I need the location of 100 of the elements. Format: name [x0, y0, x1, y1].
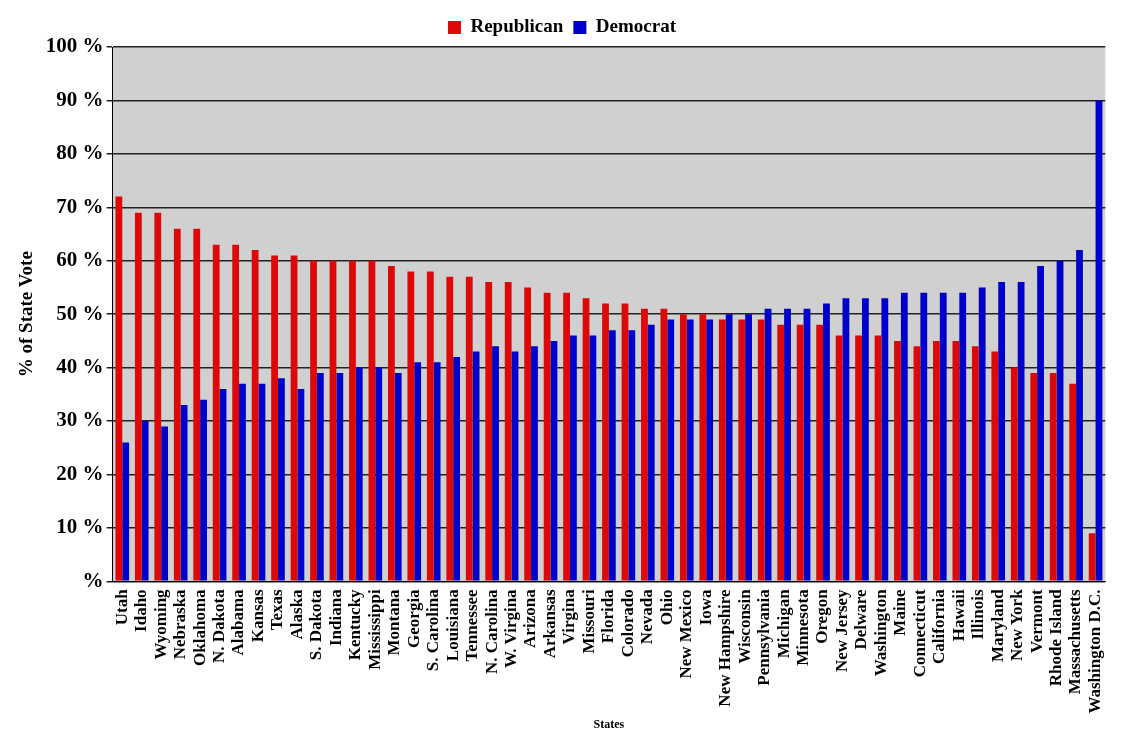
x-tick-label: Indiana	[325, 588, 345, 647]
x-tick-label: Vermont	[1026, 589, 1046, 653]
bar	[602, 303, 609, 581]
bar	[134, 212, 142, 581]
bar	[608, 330, 616, 581]
bar	[426, 271, 434, 581]
bar	[239, 383, 246, 581]
x-tick-label: California	[929, 588, 949, 664]
x-tick-label: Washington D.C.	[1084, 589, 1104, 714]
x-tick-label: S. Dakota	[306, 588, 326, 661]
x-tick-label: Georgia	[403, 588, 423, 648]
bar	[232, 244, 240, 581]
x-tick-label: Pennsylvania	[754, 588, 774, 686]
bar	[641, 308, 648, 581]
x-tick-label: Massachusetts	[1065, 589, 1085, 695]
y-tick-label: 40 %	[56, 354, 104, 379]
bar	[355, 367, 363, 581]
bar	[433, 362, 441, 581]
x-tick-label: Nebraska	[170, 588, 190, 660]
x-tick-label: Texas	[267, 589, 287, 631]
bar	[492, 346, 499, 581]
bar	[835, 335, 843, 581]
bar	[407, 271, 415, 581]
bar	[154, 212, 162, 581]
bar	[200, 399, 207, 581]
bar	[894, 340, 901, 581]
x-tick-label: Rhode Island	[1046, 588, 1066, 687]
legend-label: Republican	[470, 15, 564, 37]
x-tick-label: Kansas	[247, 589, 267, 643]
bar	[531, 346, 538, 581]
bar	[297, 389, 305, 581]
bar	[1088, 533, 1096, 581]
y-tick-label: 30 %	[56, 407, 104, 432]
bar	[952, 340, 960, 581]
bar	[823, 303, 830, 581]
x-tick-label: Ohio	[656, 589, 676, 626]
x-tick-label: Illinois	[968, 589, 988, 640]
bar	[271, 255, 279, 581]
bar	[589, 335, 597, 581]
bar	[959, 292, 967, 581]
bar	[855, 335, 862, 581]
bar	[1037, 266, 1044, 581]
bar	[173, 228, 181, 581]
bar	[900, 292, 908, 581]
bar	[939, 292, 947, 581]
x-tick-label: Utah	[111, 588, 131, 626]
x-tick-label: Alabama	[228, 588, 248, 656]
bar	[718, 319, 726, 581]
bar	[1010, 367, 1018, 581]
bar	[414, 362, 422, 581]
x-tick-label: New Jersey	[831, 588, 851, 672]
x-tick-label: Arizona	[520, 588, 540, 648]
x-tick-label: New York	[1007, 588, 1027, 661]
x-tick-label: Nevada	[637, 588, 657, 645]
bar	[212, 244, 220, 581]
bar	[738, 319, 746, 581]
bar	[122, 442, 130, 581]
bar	[920, 292, 928, 581]
bar	[933, 340, 940, 581]
bar	[453, 356, 461, 581]
x-tick-label: N. Dakota	[209, 588, 228, 664]
x-tick-label: Minnesota	[792, 588, 812, 666]
bar	[141, 421, 149, 581]
bar	[1030, 372, 1038, 581]
y-tick-label: 10 %	[56, 514, 104, 539]
bar	[485, 282, 493, 581]
x-tick-label: Colorado	[617, 589, 637, 658]
legend-label: Democrat	[595, 15, 677, 37]
y-tick-label: 70 %	[56, 193, 104, 218]
x-tick-label: Alaska	[286, 588, 306, 640]
x-tick-label: Wisconsin	[734, 588, 754, 664]
x-tick-label: Mississippi	[364, 589, 384, 670]
bar	[569, 335, 577, 581]
bar	[796, 324, 804, 581]
x-tick-label: New Mexico	[676, 589, 696, 679]
bar	[465, 276, 473, 581]
x-tick-label: Virgina	[559, 588, 579, 645]
x-tick-label: New Hampshire	[715, 588, 735, 707]
bar	[784, 308, 791, 581]
bar	[524, 287, 532, 581]
x-tick-label: Louisiana	[442, 588, 462, 662]
bar	[1069, 383, 1077, 581]
x-tick-label: Idaho	[131, 589, 151, 632]
bar	[998, 282, 1006, 581]
x-tick-label: Arkansas	[539, 588, 559, 659]
bar	[543, 292, 551, 581]
x-tick-label: Maine	[890, 588, 910, 636]
bar	[861, 298, 869, 581]
x-tick-label: Tennessee	[462, 588, 482, 662]
bar	[971, 346, 979, 581]
bar	[978, 287, 986, 581]
bar	[745, 314, 752, 581]
bar	[563, 292, 570, 581]
y-axis-title: % of State Vote	[15, 251, 37, 378]
bar	[725, 314, 733, 581]
x-tick-label: N. Carolina	[481, 588, 501, 675]
y-tick-label: 50 %	[56, 300, 104, 325]
x-tick-label: Iowa	[695, 588, 715, 626]
x-tick-label: Missouri	[578, 589, 598, 654]
y-tick-label: 80 %	[56, 140, 104, 165]
